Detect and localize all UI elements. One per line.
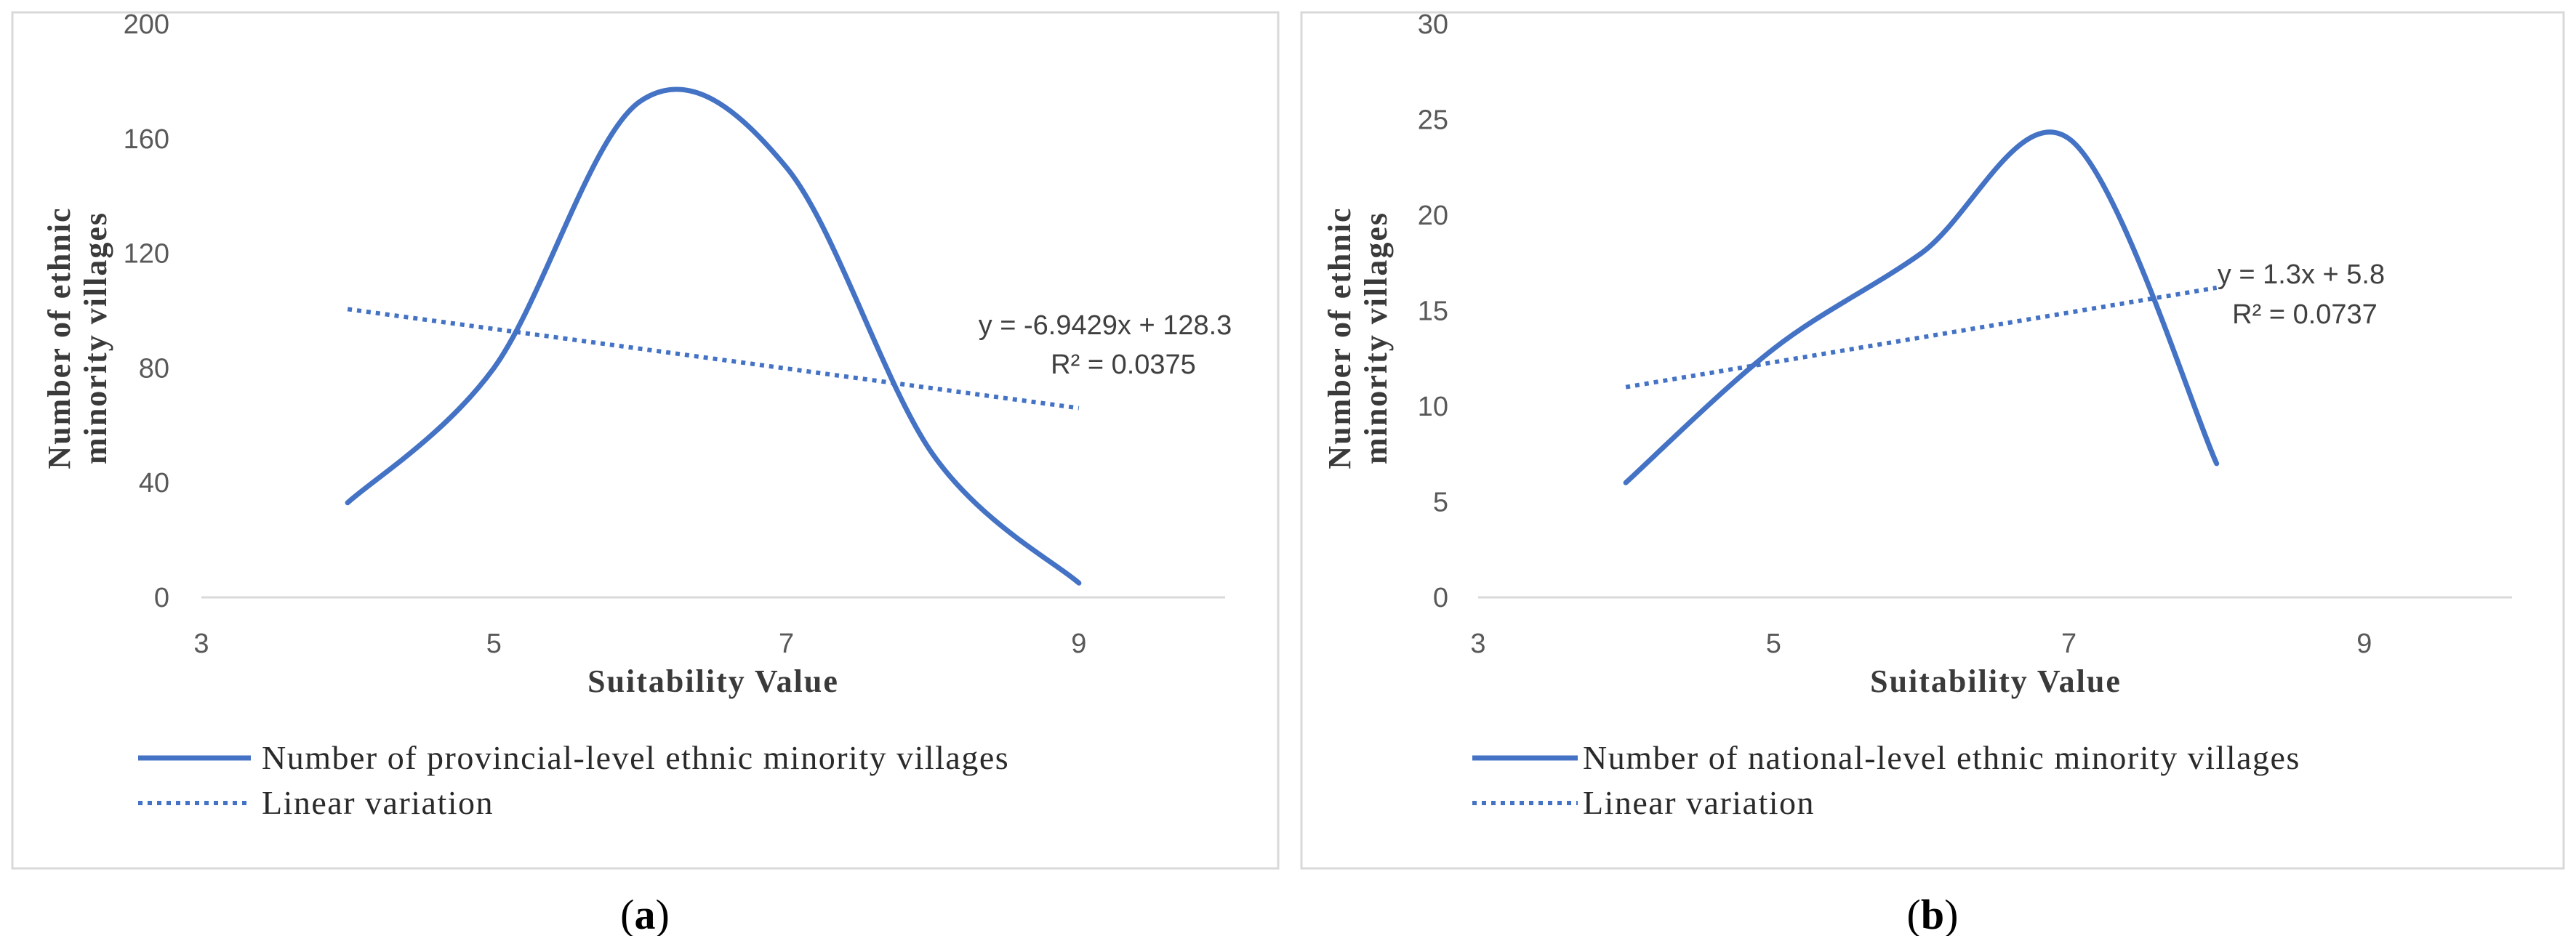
legend-label-dotted-a: Linear variation [262, 784, 494, 821]
y-tick-label: 200 [124, 9, 169, 40]
x-tick-label: 7 [2061, 629, 2077, 659]
panel-label-a: (a) [620, 891, 670, 936]
data-line [345, 86, 1082, 586]
chart-panel-a: 0 40 80 120 160 200 3 5 7 9 Suitability Value Nu… [11, 9, 1280, 870]
x-tick-label: 7 [779, 629, 794, 659]
y-tick-label: 20 [1418, 201, 1448, 231]
trendline-equation-a: y = -6.9429x + 128.3 [979, 310, 1232, 341]
x-tick-labels-a: 3 5 7 9 [193, 629, 1086, 659]
y-tick-labels-a: 0 40 80 120 160 200 [124, 9, 169, 613]
y-tick-label: 160 [124, 124, 169, 155]
x-tick-label: 5 [486, 629, 502, 659]
y-axis-title-b-line2: minority villages [1358, 211, 1394, 464]
chart-frame-b [1300, 11, 2565, 870]
legend-label-solid-a: Number of provincial-level ethnic minori… [262, 739, 1009, 776]
y-tick-label: 40 [139, 468, 169, 499]
y-tick-label: 10 [1418, 392, 1448, 422]
panel-label-b: (b) [1907, 891, 1959, 936]
x-axis-title-a: Suitability Value [587, 663, 839, 699]
y-axis-title-a-line2: minority villages [78, 211, 113, 464]
x-tick-label: 5 [1766, 629, 1781, 659]
y-tick-label: 0 [154, 583, 169, 613]
y-tick-label: 30 [1418, 9, 1448, 40]
chart-frame-a [11, 11, 1280, 870]
y-axis-title-b-line1: Number of ethnic [1322, 206, 1357, 469]
y-tick-label: 120 [124, 239, 169, 270]
x-tick-label: 3 [1470, 629, 1485, 659]
legend-label-solid-b: Number of national-level ethnic minority… [1583, 739, 2300, 776]
y-tick-labels-b: 0 5 10 15 20 25 30 [1418, 9, 1448, 613]
legend-label-dotted-b: Linear variation [1583, 784, 1815, 821]
x-axis-title-b: Suitability Value [1870, 663, 2122, 699]
trendline-r2-a: R² = 0.0375 [1051, 350, 1196, 380]
y-tick-label: 80 [139, 353, 169, 384]
data-line [1623, 129, 2220, 485]
trendline-equation-b: y = 1.3x + 5.8 [2218, 259, 2385, 290]
y-tick-label: 5 [1433, 488, 1448, 518]
trendline [347, 307, 1080, 411]
trendline-r2-b: R² = 0.0737 [2232, 299, 2378, 330]
series-b [1623, 129, 2220, 485]
y-tick-label: 0 [1433, 583, 1448, 613]
x-tick-labels-b: 3 5 7 9 [1470, 629, 2372, 659]
y-tick-label: 15 [1418, 296, 1448, 327]
y-tick-label: 25 [1418, 105, 1448, 136]
x-tick-label: 9 [2356, 629, 2372, 659]
series-a [345, 86, 1082, 586]
y-axis-title-a-line1: Number of ethnic [41, 206, 77, 469]
x-tick-label: 9 [1071, 629, 1086, 659]
x-tick-label: 3 [193, 629, 209, 659]
